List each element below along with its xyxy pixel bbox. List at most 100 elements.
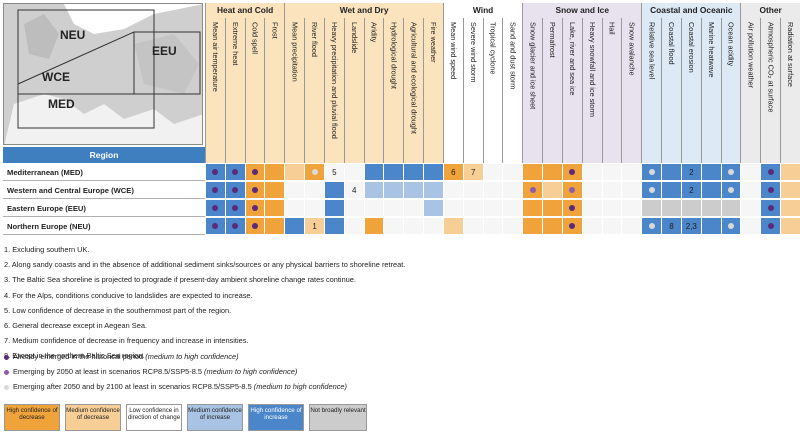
table-cell: [502, 164, 523, 181]
column-header-label: Atmospheric CO₂ at surface: [766, 22, 776, 113]
column-header-label: Aridity: [369, 22, 379, 43]
table-cell: [363, 218, 384, 235]
column-header-label: Heavy snowfall and ice storm: [587, 22, 597, 117]
emergence-dot: [311, 169, 318, 175]
column-header-label: Coastal erosion: [686, 22, 696, 73]
map-label-eeu: EEU: [152, 44, 177, 58]
table-cell: [621, 200, 642, 217]
column-header-label: Permafrost: [548, 22, 558, 58]
footnote-ref: 2: [689, 186, 694, 195]
table-cell: [740, 218, 761, 235]
column-header: Radiation at surface: [780, 18, 800, 163]
table-cell: [482, 164, 503, 181]
table-cell: [542, 218, 562, 235]
table-cell: [641, 182, 662, 199]
table-cell: [442, 200, 463, 217]
column-header: Heavy precipitation and pluvial flood: [323, 18, 344, 163]
table-cell: [522, 182, 543, 199]
column-header: Frost: [264, 18, 285, 163]
emergence-dot: [232, 223, 239, 229]
column-header-label: Lake, river and sea ice: [567, 22, 577, 96]
table-cell: [522, 164, 543, 181]
table-cell: [780, 182, 800, 199]
emergence-dot: [212, 223, 219, 229]
table-cell: [661, 164, 681, 181]
column-header: Mean precipitation: [284, 18, 305, 163]
legend-swatch: High confidence of decrease: [4, 404, 60, 431]
table-cell: [462, 218, 483, 235]
table-cell: [740, 182, 761, 199]
emergence-dot: [529, 187, 536, 193]
footnote-ref: 1: [312, 222, 317, 231]
column-header: Marine heatwave: [700, 18, 721, 163]
legend-swatch: Medium confidence of decrease: [65, 404, 121, 431]
legend-dot-icon: [4, 354, 9, 360]
table-cell: 2: [680, 182, 701, 199]
emergence-dot: [569, 187, 576, 193]
table-cell: [343, 218, 364, 235]
dot-legend-text: Emerging after 2050 and by 2100 at least…: [13, 382, 254, 391]
group-header: Snow and Ice: [522, 3, 642, 18]
table-cell: [561, 218, 582, 235]
table-cell: [720, 218, 741, 235]
emergence-dot: [648, 187, 655, 193]
emergence-dot: [252, 187, 259, 193]
table-cell: [264, 182, 285, 199]
column-header-label: Cold spell: [250, 22, 260, 55]
column-header: Relative sea level: [641, 18, 662, 163]
legend-dot-icon: [4, 384, 9, 390]
map-label-wce: WCE: [42, 70, 70, 84]
map-label-med: MED: [48, 97, 75, 111]
row-label: Northern Europe (NEU): [3, 218, 205, 235]
table-cell: [343, 164, 364, 181]
column-header-label: Snow glacier and ice sheet: [528, 22, 538, 110]
footnote-ref: 8: [669, 222, 674, 231]
table-cell: [403, 200, 424, 217]
table-cell: [403, 218, 424, 235]
table-cell: [403, 182, 424, 199]
table-cell: [502, 200, 523, 217]
dot-legend-text: Emerging by 2050 at least in scenarios R…: [13, 367, 205, 376]
table-cell: [403, 164, 424, 181]
table-cell: [383, 200, 404, 217]
table-cell: [224, 164, 245, 181]
map-label-neu: NEU: [60, 28, 86, 42]
region-header: Region: [3, 147, 205, 163]
emergence-dot: [232, 205, 239, 211]
dot-legend-item: Emerging by 2050 at least in scenarios R…: [4, 366, 297, 377]
dot-legend-confidence: (medium to high confidence): [204, 367, 298, 376]
footnote: 3. The Baltic Sea shoreline is projected…: [4, 275, 356, 285]
table-cell: [482, 182, 503, 199]
emergence-dot: [648, 169, 655, 175]
table-cell: [244, 164, 265, 181]
dot-legend-item: Emerging after 2050 and by 2100 at least…: [4, 381, 347, 392]
column-header-label: Extreme heat: [230, 22, 240, 66]
table-cell: [363, 200, 384, 217]
column-header-label: Frost: [270, 22, 280, 39]
emergence-dot: [767, 187, 774, 193]
table-cell: [700, 164, 721, 181]
table-cell: 6: [442, 164, 463, 181]
table-cell: [561, 164, 582, 181]
dot-legend-text: Already emerged in the historical period: [13, 352, 146, 361]
table-cell: [264, 218, 285, 235]
table-cell: [284, 164, 305, 181]
table-cell: [621, 182, 642, 199]
column-header-label: Landslide: [349, 22, 359, 54]
table-cell: [561, 200, 582, 217]
emergence-dot: [232, 187, 239, 193]
table-cell: [423, 200, 443, 217]
table-cell: [661, 200, 681, 217]
table-cell: [423, 218, 443, 235]
table-cell: [304, 200, 324, 217]
column-header: Severe wind storm: [462, 18, 483, 163]
table-cell: [264, 200, 285, 217]
table-cell: [343, 200, 364, 217]
column-header: Agricultural and ecological drought: [403, 18, 424, 163]
row-label: Western and Central Europe (WCE): [3, 182, 205, 199]
emergence-dot: [727, 187, 734, 193]
emergence-dot: [727, 169, 734, 175]
table-cell: [442, 218, 463, 235]
column-header-label: Mean wind speed: [449, 22, 459, 80]
column-header: Fire weather: [423, 18, 443, 163]
